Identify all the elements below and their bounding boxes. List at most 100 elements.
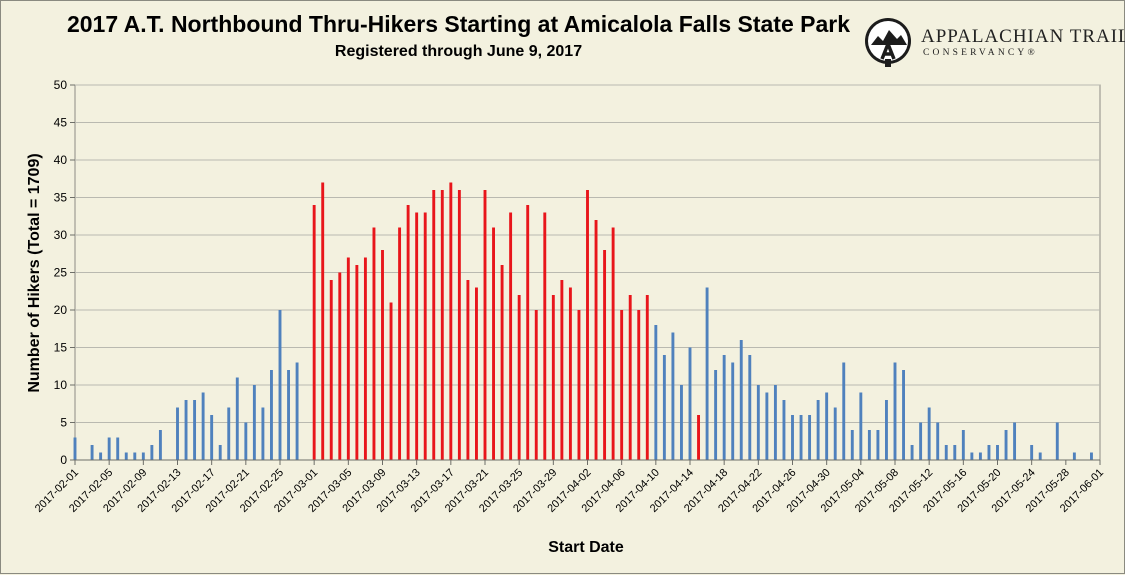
bar — [150, 445, 154, 460]
bar — [372, 227, 376, 460]
bar — [355, 265, 359, 460]
bar — [1090, 452, 1093, 460]
bar — [287, 370, 290, 460]
y-tick-label: 35 — [54, 191, 68, 205]
bar — [611, 227, 615, 460]
bar — [1004, 430, 1008, 460]
bar — [799, 415, 803, 460]
bar — [201, 392, 205, 460]
bar — [765, 392, 769, 460]
y-tick-label: 45 — [54, 116, 68, 130]
bar — [637, 310, 641, 460]
bar — [509, 212, 513, 460]
bar — [628, 295, 632, 460]
bar — [295, 362, 299, 460]
y-tick-label: 40 — [54, 153, 68, 167]
bar — [867, 430, 871, 460]
bar — [475, 287, 478, 460]
bar — [816, 400, 820, 460]
bar — [722, 355, 726, 460]
bar — [210, 415, 214, 460]
bar — [671, 332, 675, 460]
bar — [833, 407, 837, 460]
bar — [483, 190, 487, 460]
bar — [987, 445, 991, 460]
bar — [850, 430, 854, 460]
bar — [739, 340, 743, 460]
y-tick-label: 25 — [54, 266, 68, 280]
y-tick-label: 50 — [54, 78, 68, 92]
bar — [1038, 452, 1042, 460]
bar — [99, 452, 103, 460]
bar — [116, 437, 120, 460]
bar — [688, 347, 692, 460]
chart-subtitle: Registered through June 9, 2017 — [334, 43, 583, 60]
bar — [534, 310, 538, 460]
bar — [492, 227, 495, 460]
bar — [244, 422, 248, 460]
bar — [756, 385, 760, 460]
bar — [363, 257, 367, 460]
bar — [697, 415, 700, 460]
bar — [731, 362, 735, 460]
bar — [577, 310, 581, 460]
bar — [381, 250, 384, 460]
bar — [1013, 422, 1017, 460]
bar — [927, 407, 931, 460]
bar — [680, 385, 683, 460]
y-axis-label: Number of Hikers (Total = 1709) — [26, 153, 43, 392]
bar — [449, 182, 453, 460]
y-tick-label: 30 — [54, 228, 68, 242]
bar — [389, 302, 393, 460]
bar — [603, 250, 607, 460]
y-tick-label: 0 — [60, 453, 67, 467]
bar — [124, 452, 128, 460]
bar — [560, 280, 564, 460]
bar — [432, 190, 436, 460]
bar — [936, 422, 940, 460]
bar — [645, 295, 649, 460]
y-tick-label: 5 — [60, 416, 67, 430]
bar — [893, 362, 897, 460]
bar — [184, 400, 188, 460]
bar — [944, 445, 948, 460]
bar — [714, 370, 718, 460]
y-tick-label: 10 — [54, 378, 68, 392]
bar — [748, 355, 752, 460]
bar — [773, 385, 777, 460]
bar — [543, 212, 547, 460]
bar — [107, 437, 111, 460]
bar — [551, 295, 555, 460]
bar — [235, 377, 239, 460]
bar — [1055, 422, 1059, 460]
bar — [312, 205, 316, 460]
bar — [526, 205, 530, 460]
bar — [500, 265, 504, 460]
bar — [978, 452, 982, 460]
bar — [252, 385, 256, 460]
bar — [176, 407, 179, 460]
bar — [654, 325, 658, 460]
bar — [1030, 445, 1034, 460]
bar — [338, 272, 342, 460]
chart-title: 2017 A.T. Northbound Thru-Hikers Startin… — [66, 11, 851, 37]
bar — [321, 182, 325, 460]
logo-name: APPALACHIAN TRAIL — [921, 26, 1125, 47]
bar — [910, 445, 914, 460]
bar — [261, 407, 265, 460]
bar — [919, 422, 923, 460]
bar — [825, 392, 829, 460]
bar — [457, 190, 461, 460]
logo-subtitle: CONSERVANCY® — [923, 48, 1038, 58]
x-axis-label: Start Date — [548, 539, 624, 556]
bar — [517, 295, 521, 460]
bar — [885, 400, 888, 460]
bar — [329, 280, 333, 460]
bar — [970, 452, 974, 460]
bar — [620, 310, 624, 460]
bar — [218, 445, 222, 460]
bar — [415, 212, 419, 460]
bar — [705, 287, 709, 460]
